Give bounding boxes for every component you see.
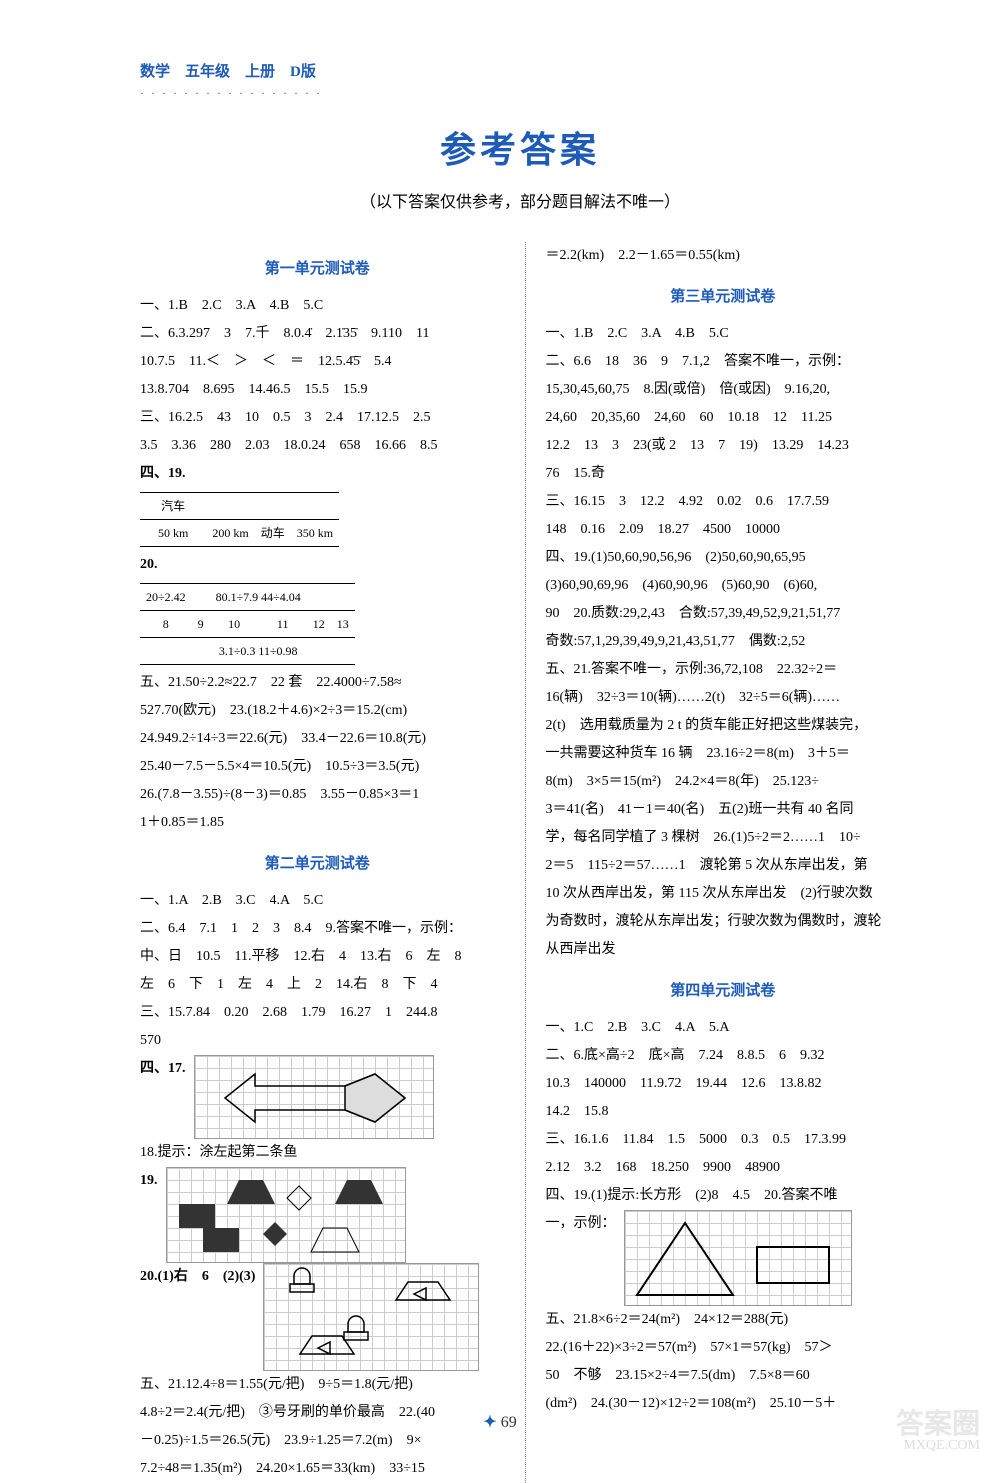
u3-l8: 148 0.16 2.09 18.27 4500 10000 [546,516,901,544]
u3-l11: 90 20.质数:29,2,43 合数:57,39,49,52,9,21,51,… [546,600,901,628]
header-decoration: · · · · · · · · · · · · · · · · · [140,86,900,101]
table-20: 20÷2.4280.1÷7.9 44÷4.04 8910111213 3.1÷0… [140,583,355,665]
u2-l14: 7.2÷48＝1.35(m²) 24.20×1.65＝33(km) 33÷15 [140,1455,495,1483]
content-columns: 第一单元测试卷 一、1.B 2.C 3.A 4.B 5.C 二、6.3.297 … [140,242,900,1483]
watermark-sub: MXQE.COM [903,1438,980,1454]
u4-l11: 50 不够 23.15×2÷4＝7.5(dm) 7.5×8＝60 [546,1362,901,1390]
u2-l7: 四、17. [140,1055,495,1139]
u1-l13: 26.(7.8－3.55)÷(8－3)＝0.85 3.55－0.85×3＝1 [140,781,495,809]
unit3-title: 第三单元测试卷 [546,282,901,312]
u3-l9: 四、19.(1)50,60,90,56,96 (2)50,60,90,65,95 [546,544,901,572]
u4-l7: 四、19.(1)提示:长方形 (2)8 4.5 20.答案不唯 [546,1182,901,1210]
left-column: 第一单元测试卷 一、1.B 2.C 3.A 4.B 5.C 二、6.3.297 … [140,242,495,1483]
u2-l11: 五、21.12.4÷8＝1.55(元/把) 9÷5＝1.8(元/把) [140,1371,495,1399]
right-column: ＝2.2(km) 2.2－1.65＝0.55(km) 第三单元测试卷 一、1.B… [525,242,901,1483]
u3-l23: 从西岸出发 [546,936,901,964]
diagram-20 [263,1263,479,1371]
shapes-20-icon [264,1264,480,1372]
unit4-title: 第四单元测试卷 [546,976,901,1006]
u3-l22: 为奇数时，渡轮从东岸出发；行驶次数为偶数时，渡轮 [546,908,901,936]
u4-l1: 一、1.C 2.B 3.C 4.A 5.A [546,1014,901,1042]
u1-l8: 20. 20÷2.4280.1÷7.9 44÷4.04 8910111213 3… [140,551,495,665]
u3-l17: 8(m) 3×5＝15(m²) 24.2×4＝8(年) 25.123÷ [546,768,901,796]
u2-l6: 570 [140,1027,495,1055]
unit2-title: 第二单元测试卷 [140,849,495,879]
u1-l1: 一、1.B 2.C 3.A 4.B 5.C [140,292,495,320]
table-19: 汽车 50 km200 km动车350 km [140,492,339,547]
u2-l12: 4.8÷2＝2.4(元/把) ③号牙刷的单价最高 22.(40 [140,1399,495,1427]
u1-l6: 3.5 3.36 280 2.03 18.0.24 658 16.66 8.5 [140,432,495,460]
u2-l9: 19. [140,1167,495,1263]
u1-l5: 三、16.2.5 43 10 0.5 3 2.4 17.12.5 2.5 [140,404,495,432]
u3-l3: 15,30,45,60,75 8.因(或倍) 倍(或因) 9.16,20, [546,376,901,404]
u1-l14: 1＋0.85＝1.85 [140,809,495,837]
shapes-19-icon [167,1168,407,1264]
u2-l13: －0.25)÷1.5＝26.5(元) 23.9÷1.25＝7.2(m) 9× [140,1427,495,1455]
u4-l10: 22.(16＋22)×3÷2＝57(m²) 57×1＝57(kg) 57＞ [546,1334,901,1362]
u2-l4: 左 6 下 1 左 4 上 2 14.右 8 下 4 [140,971,495,999]
u4-l12: (dm²) 24.(30－12)×12÷2＝108(m²) 25.10－5＋ [546,1390,901,1418]
unit1-title: 第一单元测试卷 [140,254,495,284]
u3-l19: 学，每名同学植了 3 棵树 26.(1)5÷2＝2……1 10÷ [546,824,901,852]
u2-l10: 20.(1)右 6 (2)(3) [140,1263,495,1371]
u4-l5: 三、16.1.6 11.84 1.5 5000 0.3 0.5 17.3.99 [546,1126,901,1154]
page-number: ✦ 69 [483,1412,516,1432]
u3-l7: 三、16.15 3 12.2 4.92 0.02 0.6 17.7.59 [546,488,901,516]
header-badge: 数学 五年级 上册 D版 [140,60,900,81]
u3-l10: (3)60,90,69,96 (4)60,90,96 (5)60,90 (6)6… [546,572,901,600]
u3-l5: 12.2 13 3 23(或 2 13 7 19) 13.29 14.23 [546,432,901,460]
u4-l6: 2.12 3.2 168 18.250 9900 48900 [546,1154,901,1182]
u3-l6: 76 15.奇 [546,460,901,488]
u1-l12: 25.40－7.5－5.5×4＝10.5(元) 10.5÷3＝3.5(元) [140,753,495,781]
u1-l10: 527.70(欧元) 23.(18.2＋4.6)×2÷3＝15.2(cm) [140,697,495,725]
u3-l4: 24,60 20,35,60 24,60 60 10.18 12 11.25 [546,404,901,432]
u2-l3: 中、日 10.5 11.平移 12.右 4 13.右 6 左 8 [140,943,495,971]
triangle-rect-icon [625,1211,853,1307]
u3-l12: 奇数:57,1,29,39,49,9,21,43,51,77 偶数:2,52 [546,628,901,656]
right-top: ＝2.2(km) 2.2－1.65＝0.55(km) [546,242,901,270]
u2-l8: 18.提示：涂左起第二条鱼 [140,1139,495,1167]
u1-l11: 24.949.2÷14÷3＝22.6(元) 33.4－22.6＝10.8(元) [140,725,495,753]
u2-l1: 一、1.A 2.B 3.C 4.A 5.C [140,887,495,915]
u3-l15: 2(t) 选用载质量为 2 t 的货车能正好把这些煤装完， [546,712,901,740]
u3-l13: 五、21.答案不唯一，示例:36,72,108 22.32÷2＝ [546,656,901,684]
u1-l9: 五、21.50÷2.2≈22.7 22 套 22.4000÷7.58≈ [140,669,495,697]
diagram-19 [166,1167,406,1263]
u1-l7: 四、19. 汽车 50 km200 km动车350 km [140,460,495,547]
u4-l2: 二、6.底×高÷2 底×高 7.24 8.8.5 6 9.32 [546,1042,901,1070]
watermark: 答案圈 [896,1402,980,1442]
u3-l16: 一共需要这种货车 16 辆 23.16÷2＝8(m) 3＋5＝ [546,740,901,768]
u3-l14: 16(辆) 32÷3＝10(辆)……2(t) 32÷5＝6(辆)…… [546,684,901,712]
u1-l2: 二、6.3.297 3 7.千 8.0.4̇ 2.1̇35̇ 9.110 11 [140,320,495,348]
diagram-17 [194,1055,434,1139]
u2-l5: 三、15.7.84 0.20 2.68 1.79 16.27 1 244.8 [140,999,495,1027]
diagram-u4-20 [624,1210,852,1306]
subtitle: （以下答案仅供参考，部分题目解法不唯一） [140,188,900,212]
main-title: 参考答案 [140,121,900,173]
arrow-shape-icon [195,1056,435,1140]
u3-l20: 2＝5 115÷2＝57……1 渡轮第 5 次从东岸出发，第 [546,852,901,880]
u2-l2: 二、6.4 7.1 1 2 3 8.4 9.答案不唯一，示例： [140,915,495,943]
u3-l18: 3＝41(名) 41－1＝40(名) 五(2)班一共有 40 名同 [546,796,901,824]
u3-l2: 二、6.6 18 36 9 7.1,2 答案不唯一，示例： [546,348,901,376]
u4-l9: 五、21.8×6÷2＝24(m²) 24×12＝288(元) [546,1306,901,1334]
u1-l4: 13.8.704 8.695 14.46.5 15.5 15.9 [140,376,495,404]
u3-l21: 10 次从西岸出发，第 115 次从东岸出发 (2)行驶次数 [546,880,901,908]
u1-l3: 10.7.5 11.＜ ＞ ＜ ＝ 12.5.4̇5̇ 5.4 [140,348,495,376]
u4-l3: 10.3 140000 11.9.72 19.44 12.6 13.8.82 [546,1070,901,1098]
u3-l1: 一、1.B 2.C 3.A 4.B 5.C [546,320,901,348]
u4-l4: 14.2 15.8 [546,1098,901,1126]
u4-l8: 一，示例： [546,1210,901,1306]
